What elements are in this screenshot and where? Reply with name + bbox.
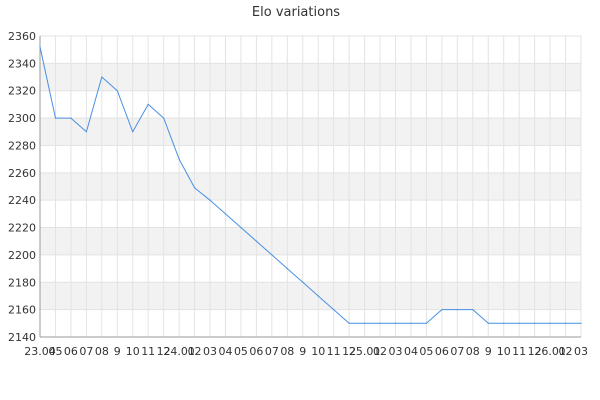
data-point [54, 117, 57, 119]
data-point [163, 117, 165, 119]
grid-lines [39, 35, 582, 338]
background-band [40, 227, 581, 255]
y-tick-label: 2140 [8, 331, 36, 344]
data-point [564, 322, 567, 324]
data-point [193, 187, 196, 189]
x-tick-label: 9 [485, 345, 492, 358]
y-tick-label: 2340 [8, 57, 36, 70]
data-point [224, 213, 227, 215]
y-tick-label: 2260 [8, 167, 36, 180]
data-point [379, 322, 381, 324]
x-tick-label: 11 [141, 345, 155, 358]
x-tick-label: 08 [280, 345, 294, 358]
x-tick-label: 10 [126, 345, 140, 358]
data-point [394, 322, 397, 324]
x-tick-label: 07 [265, 345, 279, 358]
x-tick-label: 25.01 [349, 345, 381, 358]
x-tick-label: 03 [203, 345, 217, 358]
y-tick-label: 2200 [8, 249, 36, 262]
x-tick-label: 02 [188, 345, 202, 358]
data-point [255, 240, 257, 242]
y-tick-label: 2240 [8, 194, 36, 207]
x-tick-label: 12 [342, 345, 356, 358]
x-tick-label: 11 [327, 345, 341, 358]
data-point [549, 322, 551, 324]
background-band [40, 118, 581, 146]
x-tick-label: 05 [419, 345, 433, 358]
data-point [39, 46, 41, 48]
background-band [40, 172, 581, 201]
data-point [132, 131, 134, 133]
data-point [580, 322, 582, 324]
data-point [302, 281, 304, 283]
data-point [534, 322, 536, 324]
data-point [333, 309, 335, 311]
x-tick-label: 9 [299, 345, 306, 358]
x-tick-label: 03 [574, 345, 588, 358]
axes [39, 36, 581, 338]
series-lines [39, 46, 582, 324]
data-point [101, 76, 103, 78]
data-point [85, 131, 87, 133]
y-tick-label: 2360 [8, 30, 36, 43]
background-band [40, 63, 581, 91]
data-point [317, 295, 319, 297]
x-tick-label: 23.04 [24, 345, 56, 358]
data-point [472, 309, 474, 311]
x-tick-label: 24.01 [163, 345, 195, 358]
y-tick-label: 2280 [8, 139, 36, 152]
data-point [70, 117, 72, 119]
x-tick-label: 10 [497, 345, 511, 358]
x-tick-label: 05 [234, 345, 248, 358]
x-tick-label: 07 [79, 345, 93, 358]
x-tick-label: 06 [249, 345, 263, 358]
y-tick-label: 2160 [8, 304, 36, 317]
x-tick-label: 06 [64, 345, 78, 358]
data-point [487, 322, 489, 324]
data-point [147, 103, 149, 106]
data-point [348, 322, 350, 324]
x-tick-label: 02 [373, 345, 387, 358]
x-tick-label: 08 [466, 345, 480, 358]
background-bands [40, 63, 581, 310]
y-tick-label: 2220 [8, 222, 36, 235]
x-tick-label: 07 [450, 345, 464, 358]
data-point [178, 158, 180, 160]
x-tick-label: 02 [559, 345, 573, 358]
data-point [456, 309, 458, 311]
x-tick-label: 08 [95, 345, 109, 358]
x-tick-label: 06 [435, 345, 449, 358]
data-point [441, 309, 443, 311]
data-point [425, 322, 428, 324]
y-tick-label: 2320 [8, 85, 36, 98]
data-point [364, 322, 366, 324]
series-line [39, 46, 581, 324]
x-tick-label: 04 [218, 345, 232, 358]
data-point [271, 254, 273, 256]
x-tick-label: 11 [512, 345, 526, 358]
y-tick-label: 2300 [8, 112, 36, 125]
x-tick-label: 26.01 [534, 345, 566, 358]
x-tick-label: 12 [528, 345, 542, 358]
data-point [503, 322, 505, 324]
background-band [40, 282, 581, 310]
x-tick-label: 9 [114, 345, 121, 358]
x-tick-label: 10 [311, 345, 325, 358]
chart-title: Elo variations [252, 5, 340, 20]
x-tick-label: 05 [48, 345, 62, 358]
data-point [240, 226, 242, 229]
y-tick-labels: 2140 2160 2180 2200 2220 2240 2260 2280 2300 2320… [8, 30, 36, 344]
x-tick-label: 03 [389, 345, 403, 358]
x-tick-label: 04 [404, 345, 418, 358]
data-point [116, 90, 118, 92]
x-tick-label: 12 [157, 345, 171, 358]
data-point [410, 322, 412, 324]
data-point [286, 267, 288, 270]
y-tick-label: 2180 [8, 276, 36, 289]
data-point [518, 322, 520, 324]
data-point [209, 199, 211, 201]
